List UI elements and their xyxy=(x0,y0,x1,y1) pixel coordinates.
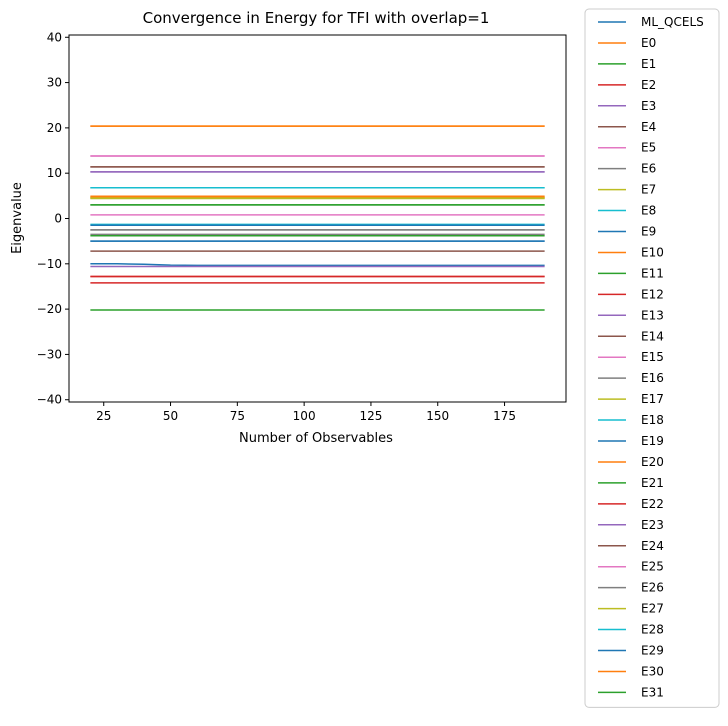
y-tick-label: 30 xyxy=(47,76,62,90)
y-tick-label: 40 xyxy=(47,30,62,44)
legend-label: E11 xyxy=(641,266,664,280)
legend-label: E8 xyxy=(641,204,656,218)
legend-label: E26 xyxy=(641,581,664,595)
legend-label: E23 xyxy=(641,518,664,532)
legend-label: E29 xyxy=(641,644,664,658)
legend-frame xyxy=(584,8,720,708)
y-tick-label: 0 xyxy=(54,212,62,226)
legend-label: E1 xyxy=(641,57,656,71)
legend-label: E15 xyxy=(641,350,664,364)
legend-label: E25 xyxy=(641,560,664,574)
y-tick-label: −20 xyxy=(37,302,62,316)
legend-label: E24 xyxy=(641,539,664,553)
legend-label: E30 xyxy=(641,664,664,678)
series-layer xyxy=(90,125,545,311)
legend-label: E4 xyxy=(641,120,656,134)
legend-label: E18 xyxy=(641,413,664,427)
y-axis-label: Eigenvalue xyxy=(10,182,25,254)
ticks-layer: 25 50 75 100 125 150 175 −40 −30 −20 −10 0 10 20 30 40 xyxy=(37,30,516,423)
x-tick-label: 75 xyxy=(230,409,245,423)
x-tick-label: 150 xyxy=(426,409,449,423)
y-tick-label: −40 xyxy=(37,393,62,407)
legend-label: E2 xyxy=(641,78,656,92)
legend-label: E14 xyxy=(641,329,664,343)
legend-label: E28 xyxy=(641,623,664,637)
legend-label: E16 xyxy=(641,371,664,385)
legend-label: E7 xyxy=(641,183,656,197)
legend-label: E21 xyxy=(641,476,664,490)
legend-label: E27 xyxy=(641,602,664,616)
legend-label: E13 xyxy=(641,308,664,322)
x-tick-label: 100 xyxy=(293,409,316,423)
legend: ML_QCELS E0 E1 E2 E3 E4 E5 E6 E7 E8 E9 E10 E11 E12 E13… xyxy=(584,8,720,708)
y-tick-label: 20 xyxy=(47,121,62,135)
legend-label: E19 xyxy=(641,434,664,448)
chart-title: Convergence in Energy for TFI with overl… xyxy=(143,9,490,27)
y-tick-label: −30 xyxy=(37,347,62,361)
legend-label: E22 xyxy=(641,497,664,511)
legend-label: E10 xyxy=(641,245,664,259)
legend-label: E5 xyxy=(641,141,656,155)
legend-label: ML_QCELS xyxy=(641,15,704,29)
legend-label: E6 xyxy=(641,162,656,176)
x-tick-label: 50 xyxy=(163,409,178,423)
y-tick-label: −10 xyxy=(37,257,62,271)
legend-label: E9 xyxy=(641,225,656,239)
x-tick-label: 25 xyxy=(96,409,111,423)
legend-label: E31 xyxy=(641,685,664,699)
x-axis-label: Number of Observables xyxy=(239,431,393,446)
y-tick-label: 10 xyxy=(47,166,62,180)
legend-label: E20 xyxy=(641,455,664,469)
x-tick-label: 125 xyxy=(359,409,382,423)
series-line-ml-qcels xyxy=(90,263,545,267)
x-tick-label: 175 xyxy=(493,409,516,423)
legend-label: E12 xyxy=(641,287,664,301)
legend-label: E17 xyxy=(641,392,664,406)
legend-label: E3 xyxy=(641,99,656,113)
legend-label: E0 xyxy=(641,36,656,50)
